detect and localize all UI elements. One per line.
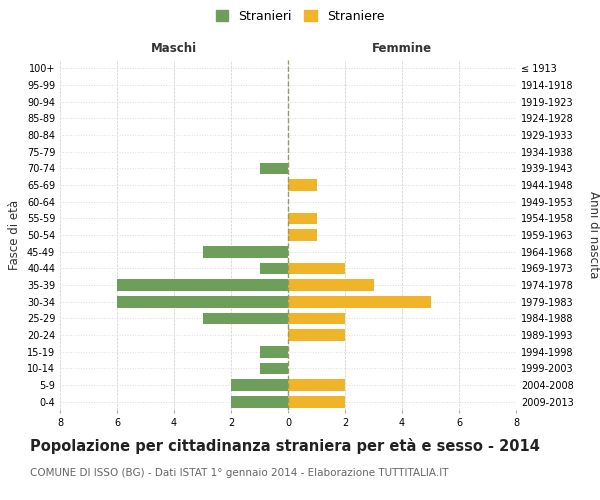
Bar [203, 312, 288, 324]
Bar [288, 312, 345, 324]
Bar [260, 362, 288, 374]
Text: Femmine: Femmine [372, 42, 432, 55]
Bar [117, 296, 288, 308]
Bar [288, 212, 317, 224]
Text: Maschi: Maschi [151, 42, 197, 55]
Bar [231, 379, 288, 391]
Bar [231, 396, 288, 407]
Bar [288, 262, 345, 274]
Bar [288, 329, 345, 341]
Text: COMUNE DI ISSO (BG) - Dati ISTAT 1° gennaio 2014 - Elaborazione TUTTITALIA.IT: COMUNE DI ISSO (BG) - Dati ISTAT 1° genn… [30, 468, 449, 477]
Bar [288, 279, 373, 291]
Bar [288, 396, 345, 407]
Text: Popolazione per cittadinanza straniera per età e sesso - 2014: Popolazione per cittadinanza straniera p… [30, 438, 540, 454]
Bar [288, 379, 345, 391]
Bar [288, 229, 317, 241]
Bar [288, 296, 431, 308]
Bar [260, 162, 288, 174]
Y-axis label: Fasce di età: Fasce di età [8, 200, 21, 270]
Bar [117, 279, 288, 291]
Bar [260, 262, 288, 274]
Legend: Stranieri, Straniere: Stranieri, Straniere [212, 6, 388, 26]
Bar [288, 179, 317, 191]
Y-axis label: Anni di nascita: Anni di nascita [587, 192, 600, 278]
Bar [203, 246, 288, 258]
Bar [260, 346, 288, 358]
